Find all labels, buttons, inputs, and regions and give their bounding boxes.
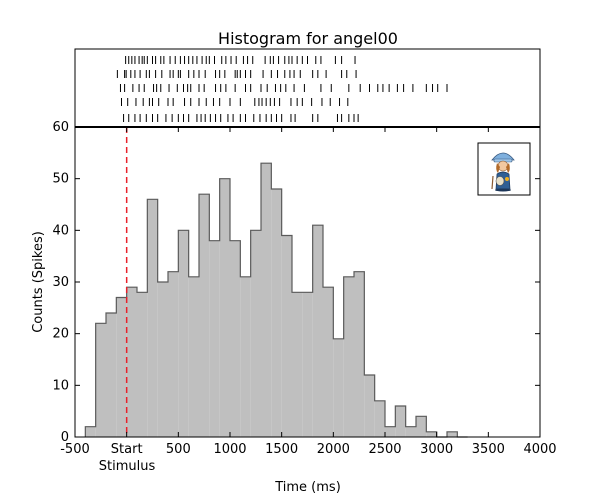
x-axis-label: Time (ms): [274, 480, 341, 495]
x-tick-label: 3500: [472, 442, 505, 457]
y-tick-label: 30: [52, 275, 69, 290]
histogram-bar: [137, 292, 148, 437]
x-tick-label: 3000: [420, 442, 453, 457]
histogram-bar: [106, 313, 117, 437]
x-axis-ticks: -500 Start 500 1000 1500 2000 2500 3000 3500 4000: [60, 127, 557, 457]
histogram-bar: [281, 235, 292, 437]
y-axis-label: Counts (Spikes): [31, 231, 46, 333]
stimulus-label: Stimulus: [99, 459, 156, 474]
x-tick-label: 500: [166, 442, 191, 457]
histogram-bar: [364, 375, 375, 437]
histogram-bar: [209, 240, 220, 437]
histogram-bar: [95, 323, 106, 437]
y-tick-label: 60: [52, 120, 69, 135]
histogram-bar: [250, 230, 261, 437]
histogram-bar: [426, 431, 437, 437]
histogram-bar: [312, 225, 323, 437]
y-axis-ticks: 0 10 20 30 40 50 60: [52, 120, 540, 445]
histogram-bar: [178, 230, 189, 437]
histogram-bar: [147, 199, 158, 437]
histogram-bar: [240, 276, 251, 437]
raster-spike-trains: [116, 56, 448, 122]
histogram-bar: [261, 163, 272, 437]
y-tick-label: 0: [61, 430, 69, 445]
y-tick-label: 10: [52, 378, 69, 393]
x-tick-label: 1500: [265, 442, 298, 457]
animal-picture-icon: [477, 142, 531, 196]
histogram-bar: [157, 282, 168, 437]
histogram-bar: [199, 194, 210, 437]
histogram-outline: [84, 162, 468, 438]
histogram-bar: [416, 416, 427, 437]
histogram-bar: [116, 297, 127, 437]
histogram-bar: [168, 271, 179, 437]
histogram-bar: [354, 271, 365, 437]
histogram-bar: [333, 338, 344, 437]
histogram-bar: [188, 276, 199, 437]
wizard-figure-icon: [491, 152, 515, 192]
chart-title: Histogram for angel00: [218, 29, 398, 48]
histogram-bar: [385, 426, 396, 437]
y-tick-label: 50: [52, 172, 69, 187]
x-tick-label: 1000: [213, 442, 246, 457]
y-tick-label: 20: [52, 327, 69, 342]
histogram-bar: [395, 406, 406, 437]
x-tick-label: 4000: [523, 442, 556, 457]
histogram-bar: [405, 426, 416, 437]
histogram-bar: [323, 287, 334, 437]
histogram-bar: [447, 431, 458, 437]
x-tick-label: Start: [111, 442, 143, 457]
histogram-bar: [292, 292, 303, 437]
x-tick-label: 2000: [317, 442, 350, 457]
x-tick-label: -500: [60, 442, 90, 457]
histogram-bar: [230, 240, 241, 437]
histogram-bar: [219, 178, 230, 437]
histogram-bar: [271, 189, 282, 437]
x-tick-label: 2500: [368, 442, 401, 457]
histogram-bars: [84, 162, 468, 438]
histogram-bar: [374, 400, 385, 437]
y-tick-label: 40: [52, 223, 69, 238]
histogram-bar: [126, 287, 137, 437]
histogram-bar: [85, 426, 96, 437]
histogram-bar: [343, 276, 354, 437]
histogram-bar: [302, 292, 313, 437]
